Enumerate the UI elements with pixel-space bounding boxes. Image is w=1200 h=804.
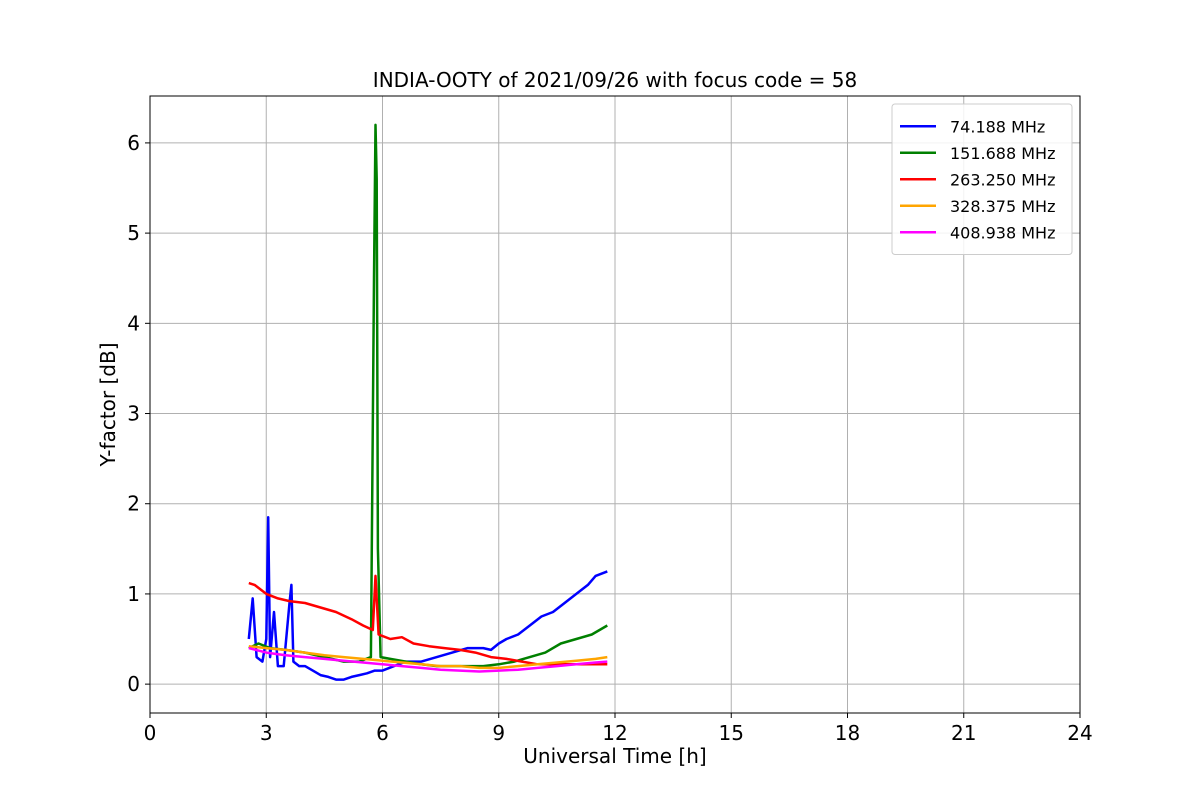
legend-label: 151.688 MHz: [950, 144, 1055, 163]
y-tick-label: 2: [127, 492, 140, 516]
series-layer: [247, 123, 608, 681]
y-tick-label: 3: [127, 402, 140, 426]
x-tick-label: 21: [951, 721, 976, 745]
legend: 74.188 MHz 151.688 MHz 263.250 MHz 328.375 …: [891, 103, 1073, 255]
y-tick-label: 6: [127, 131, 140, 155]
legend-label: 263.250 MHz: [950, 170, 1055, 189]
x-tick-label: 3: [260, 721, 273, 745]
y-tick-label: 0: [127, 672, 140, 696]
x-tick-label: 0: [144, 721, 157, 745]
chart-title: INDIA-OOTY of 2021/09/26 with focus code…: [373, 68, 857, 92]
x-tick-label: 9: [492, 721, 505, 745]
legend-label: 328.375 MHz: [950, 197, 1055, 216]
legend-label: 74.188 MHz: [950, 117, 1045, 136]
x-axis-label: Universal Time [h]: [523, 744, 706, 768]
y-tick-label: 1: [127, 582, 140, 606]
y-tick-label: 5: [127, 221, 140, 245]
x-tick-label: 15: [719, 721, 744, 745]
x-axis: 0 3 6 9 12 15 18 21 24: [144, 713, 1093, 745]
y-axis: 0 1 2 3 4 5 6: [127, 131, 150, 696]
series-line: [248, 646, 608, 673]
legend-box: [891, 103, 1073, 255]
x-tick-label: 24: [1067, 721, 1092, 745]
legend-label: 408.938 MHz: [950, 223, 1055, 242]
y-axis-label: Y-factor [dB]: [96, 342, 120, 467]
x-tick-label: 6: [376, 721, 389, 745]
x-tick-label: 18: [835, 721, 860, 745]
x-tick-label: 12: [602, 721, 627, 745]
series-line: [248, 644, 608, 670]
series-line: [247, 516, 608, 681]
y-tick-label: 4: [127, 311, 140, 335]
